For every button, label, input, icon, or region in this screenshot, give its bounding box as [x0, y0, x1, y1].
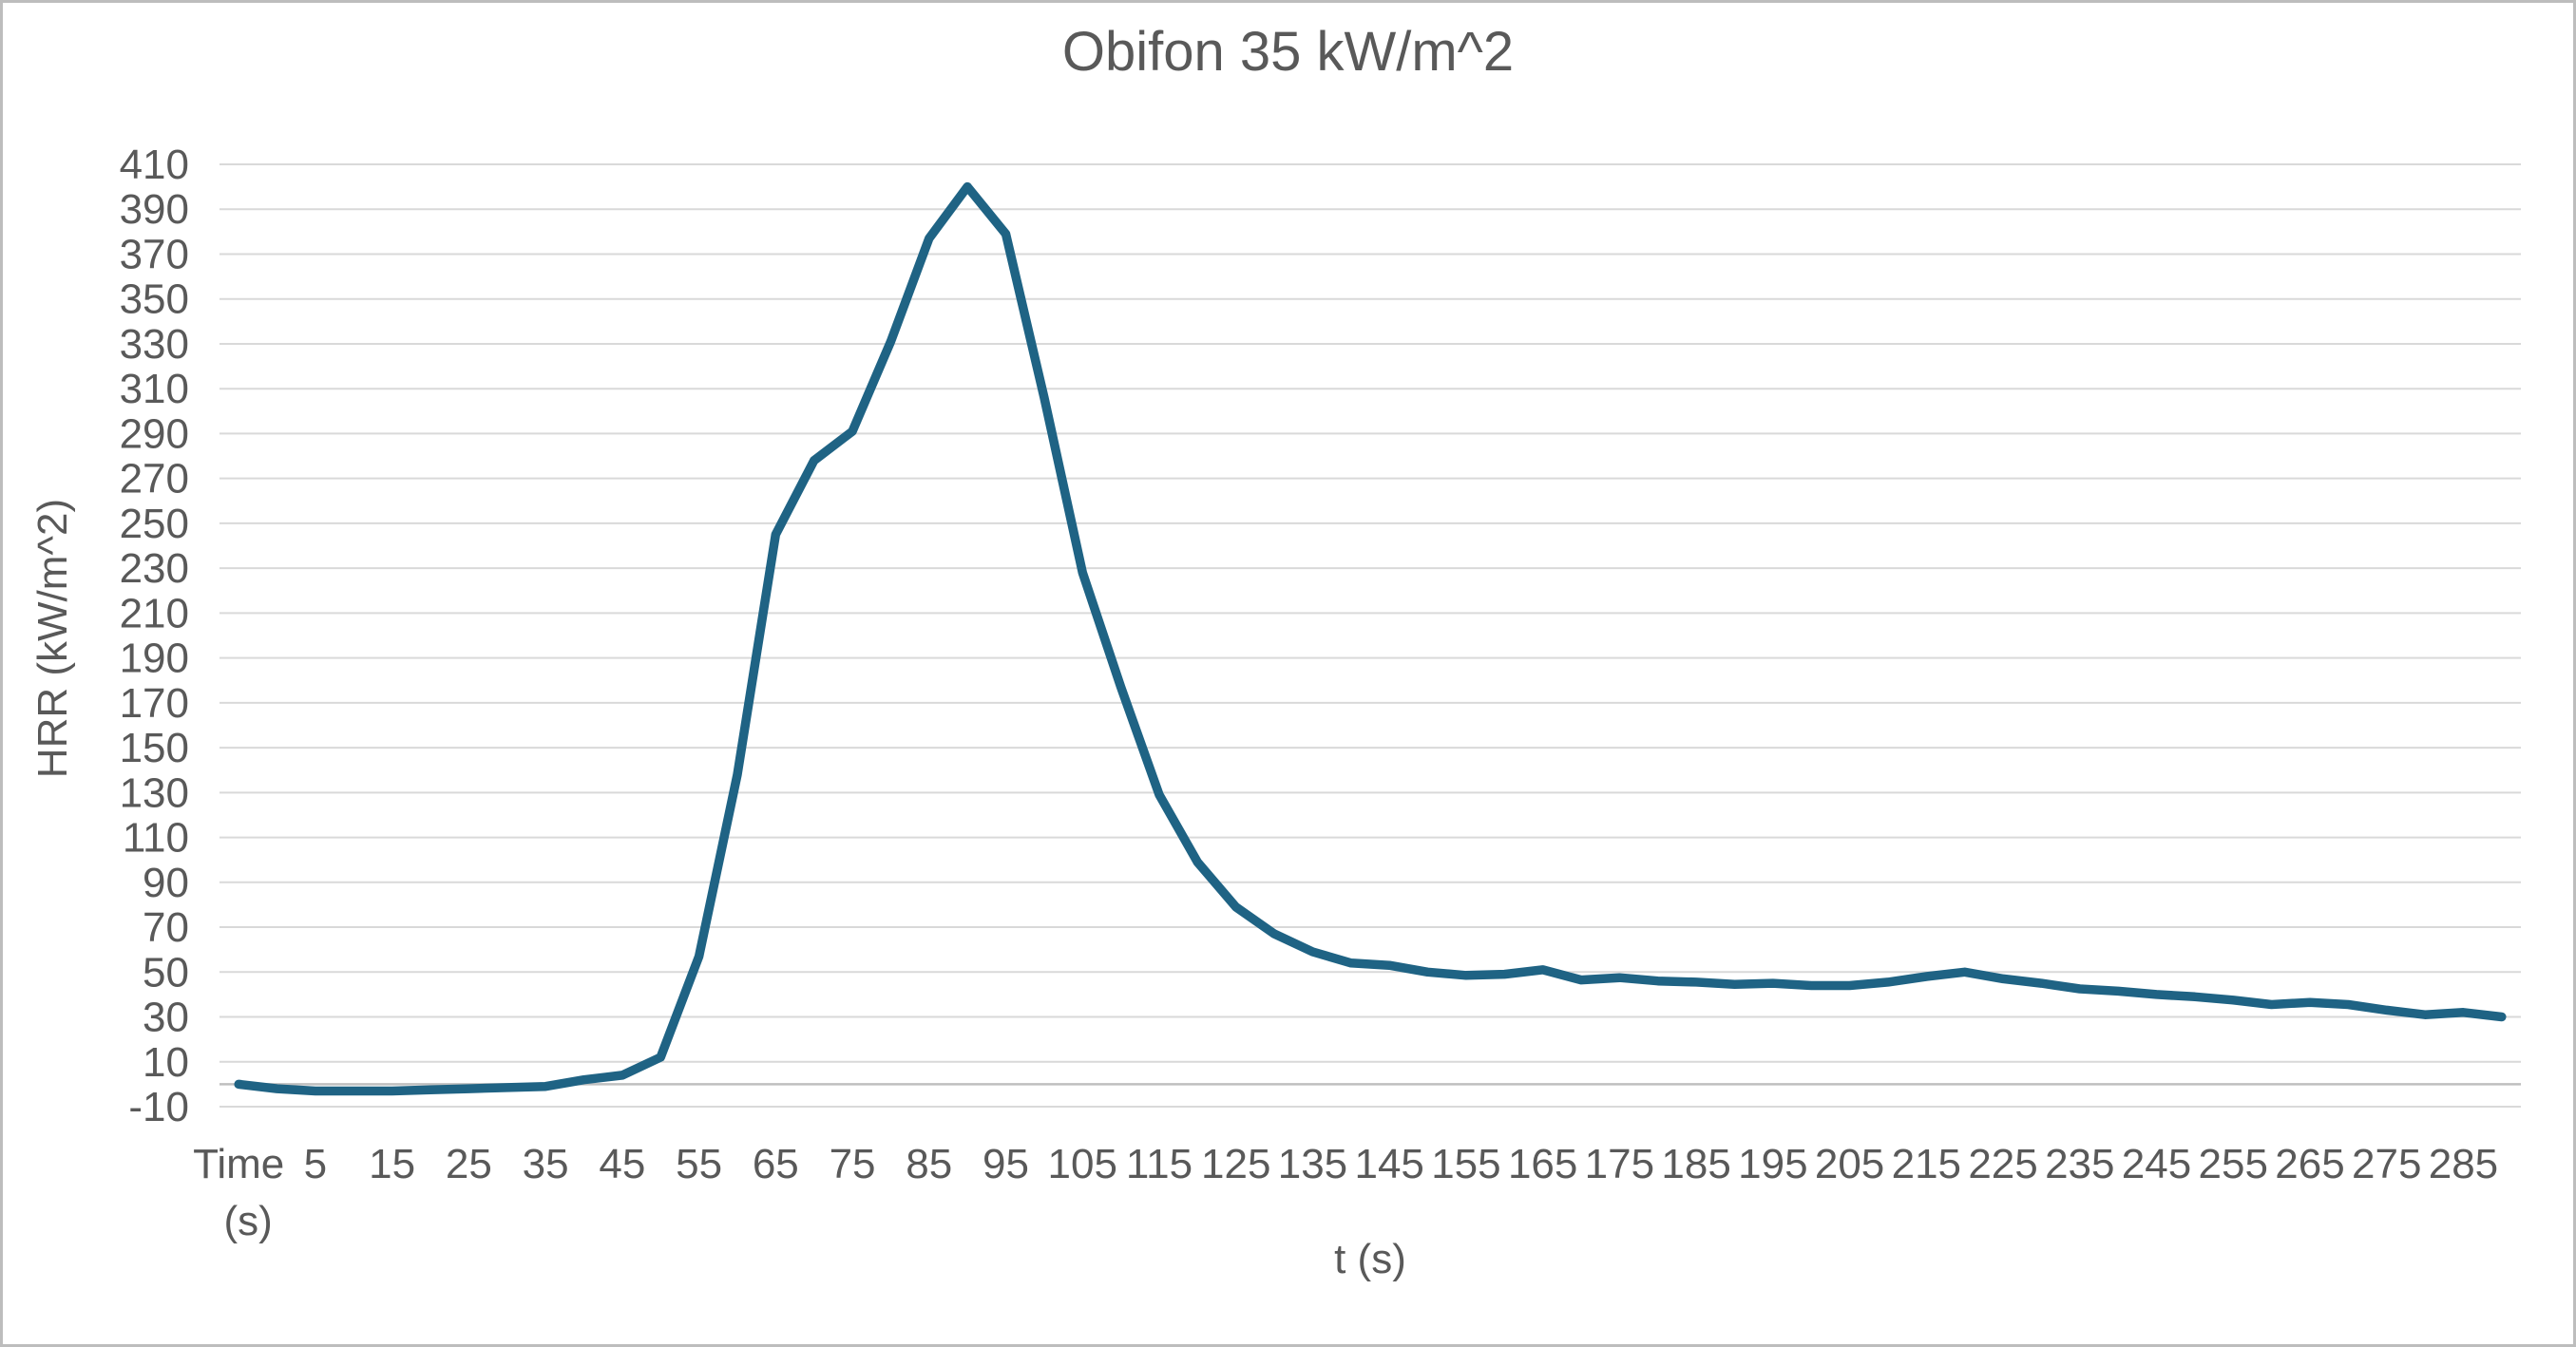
y-tick-label: 370	[120, 231, 189, 277]
y-tick-label: 70	[143, 904, 189, 951]
x-tick-label: 165	[1508, 1141, 1577, 1187]
y-tick-label: 90	[143, 860, 189, 906]
x-tick-label: 45	[599, 1141, 645, 1187]
hrr-series-polyline	[234, 181, 2507, 1096]
y-tick-label: 410	[120, 142, 189, 188]
x-tick-label: 195	[1738, 1141, 1807, 1187]
y-tick-label: 330	[120, 321, 189, 368]
x-tick-label: 235	[2045, 1141, 2114, 1187]
x-tick-label: 135	[1278, 1141, 1347, 1187]
data-series-line	[234, 181, 2507, 1096]
y-tick-label: 190	[120, 636, 189, 682]
x-tick-label: Time	[193, 1141, 284, 1187]
x-tick-label: 125	[1201, 1141, 1270, 1187]
chart-title: Obifon 35 kW/m^2	[1061, 21, 1515, 83]
x-axis-tick-labels: Time (s) 5 15 25 35 45 55 65 75 85 95 105 115 125 135 14…	[193, 1141, 2498, 1244]
x-tick-label: 85	[906, 1141, 952, 1187]
x-tick-label: 5	[304, 1141, 327, 1187]
x-tick-label: (s)	[224, 1198, 273, 1244]
y-axis-title: HRR (kW/m^2)	[29, 498, 76, 779]
x-tick-label: 265	[2275, 1141, 2344, 1187]
y-tick-label: 150	[120, 725, 189, 771]
y-tick-label: 310	[120, 366, 189, 412]
x-tick-label: 145	[1354, 1141, 1423, 1187]
y-tick-label: 250	[120, 501, 189, 547]
x-tick-label: 15	[369, 1141, 415, 1187]
x-tick-label: 215	[1892, 1141, 1961, 1187]
y-tick-label: 170	[120, 680, 189, 727]
x-tick-label: 115	[1126, 1141, 1193, 1187]
x-axis-title: t (s)	[1334, 1236, 1406, 1282]
x-tick-label: 25	[446, 1141, 492, 1187]
y-tick-label: 210	[120, 590, 189, 636]
x-tick-label: 255	[2199, 1141, 2268, 1187]
x-tick-label: 105	[1048, 1141, 1117, 1187]
y-axis-tick-labels: -101030507090110130150170190210230250270…	[120, 142, 189, 1130]
y-tick-label: 290	[120, 410, 189, 457]
x-tick-label: 75	[830, 1141, 876, 1187]
x-tick-label: 65	[753, 1141, 799, 1187]
y-tick-label: 30	[143, 995, 189, 1041]
x-tick-label: 285	[2429, 1141, 2498, 1187]
x-tick-label: 245	[2122, 1141, 2191, 1187]
x-tick-label: 205	[1815, 1141, 1884, 1187]
y-tick-label: 10	[143, 1039, 189, 1086]
x-tick-label: 185	[1661, 1141, 1730, 1187]
y-tick-label: 270	[120, 456, 189, 503]
y-tick-label: -10	[128, 1084, 189, 1130]
x-tick-label: 155	[1431, 1141, 1500, 1187]
x-tick-label: 275	[2352, 1141, 2421, 1187]
y-tick-label: 390	[120, 186, 189, 233]
y-tick-label: 130	[120, 769, 189, 816]
x-tick-label: 95	[983, 1141, 1029, 1187]
x-tick-label: 35	[523, 1141, 569, 1187]
x-tick-label: 55	[676, 1141, 722, 1187]
gridlines	[219, 163, 2521, 1108]
chart-canvas: -101030507090110130150170190210230250270…	[120, 142, 2521, 1244]
y-tick-label: 230	[120, 545, 189, 592]
y-tick-label: 110	[123, 815, 189, 862]
x-tick-label: 225	[1968, 1141, 2037, 1187]
y-tick-label: 350	[120, 276, 189, 323]
x-tick-label: 175	[1585, 1141, 1654, 1187]
y-tick-label: 50	[143, 949, 189, 996]
